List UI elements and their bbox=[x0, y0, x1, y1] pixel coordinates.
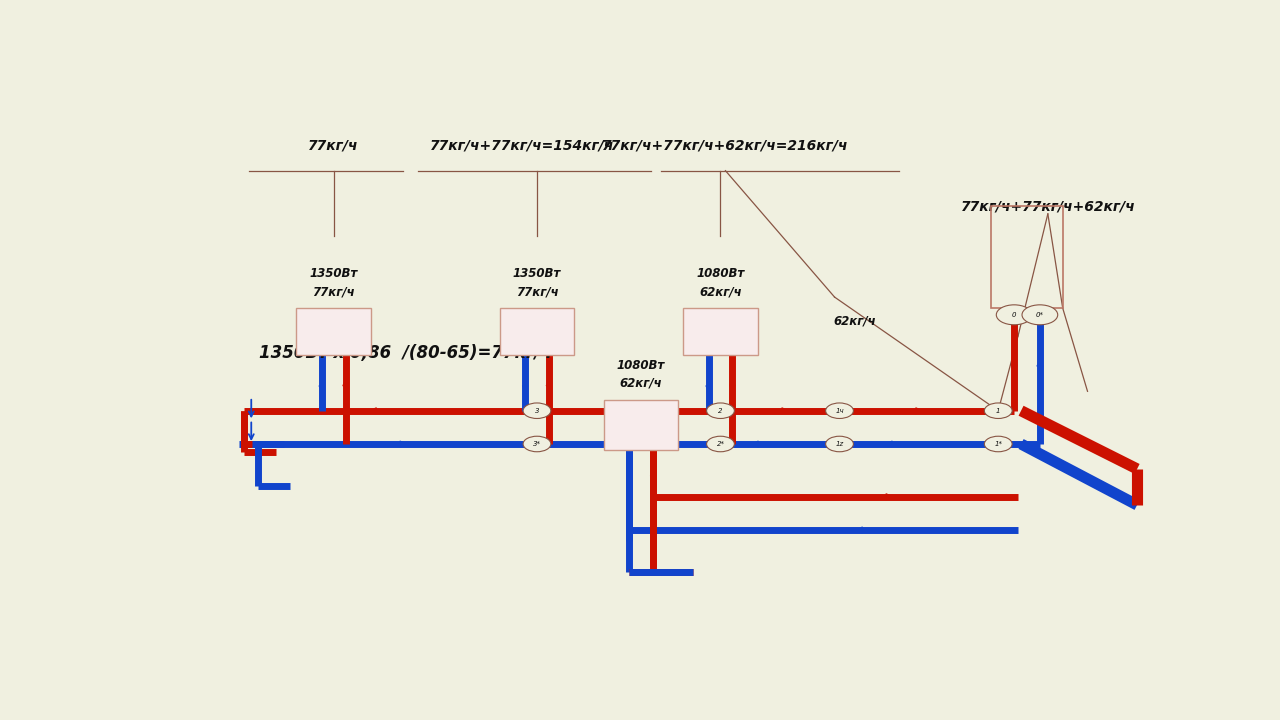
Text: 1350Вт: 1350Вт bbox=[513, 267, 561, 280]
Text: 62кг/ч: 62кг/ч bbox=[620, 377, 663, 390]
Circle shape bbox=[524, 436, 550, 451]
Text: 0*: 0* bbox=[1036, 312, 1044, 318]
Text: 2: 2 bbox=[718, 408, 723, 414]
Text: 1080Вт: 1080Вт bbox=[617, 359, 666, 372]
Text: 62кг/ч: 62кг/ч bbox=[699, 285, 742, 298]
Bar bbox=[604, 400, 678, 449]
Text: 3: 3 bbox=[535, 408, 539, 414]
Circle shape bbox=[524, 403, 550, 418]
Circle shape bbox=[984, 403, 1012, 418]
Circle shape bbox=[707, 403, 735, 418]
Text: 1*: 1* bbox=[995, 441, 1002, 447]
Circle shape bbox=[1021, 305, 1057, 325]
Bar bbox=[684, 308, 758, 355]
Bar bbox=[991, 206, 1062, 308]
Text: 1ч: 1ч bbox=[836, 408, 844, 414]
Text: 62кг/ч: 62кг/ч bbox=[833, 315, 876, 328]
Circle shape bbox=[996, 305, 1032, 325]
Text: 0: 0 bbox=[1012, 312, 1016, 318]
Text: 77кг/ч+77кг/ч+62кг/ч=216кг/ч: 77кг/ч+77кг/ч+62кг/ч=216кг/ч bbox=[602, 139, 849, 153]
Circle shape bbox=[826, 436, 854, 451]
Text: 1350Вт: 1350Вт bbox=[310, 267, 357, 280]
Bar bbox=[499, 308, 575, 355]
Text: 1350Вт х 0,86  /(80-65)=77кг/ч: 1350Вт х 0,86 /(80-65)=77кг/ч bbox=[259, 343, 552, 361]
Text: 2*: 2* bbox=[717, 441, 724, 447]
Text: 3*: 3* bbox=[532, 441, 541, 447]
Text: 1z: 1z bbox=[836, 441, 844, 447]
Circle shape bbox=[984, 436, 1012, 451]
Circle shape bbox=[826, 403, 854, 418]
Text: 77кг/ч: 77кг/ч bbox=[308, 139, 358, 153]
Text: 77кг/ч: 77кг/ч bbox=[312, 285, 355, 298]
Text: 77кг/ч: 77кг/ч bbox=[516, 285, 558, 298]
Text: 77кг/ч+77кг/ч+62кг/ч: 77кг/ч+77кг/ч+62кг/ч bbox=[960, 200, 1135, 214]
Bar bbox=[297, 308, 371, 355]
Text: 1: 1 bbox=[996, 408, 1001, 414]
Text: 1080Вт: 1080Вт bbox=[696, 267, 745, 280]
Circle shape bbox=[707, 436, 735, 451]
Text: 77кг/ч+77кг/ч=154кг/ч: 77кг/ч+77кг/ч=154кг/ч bbox=[430, 139, 614, 153]
